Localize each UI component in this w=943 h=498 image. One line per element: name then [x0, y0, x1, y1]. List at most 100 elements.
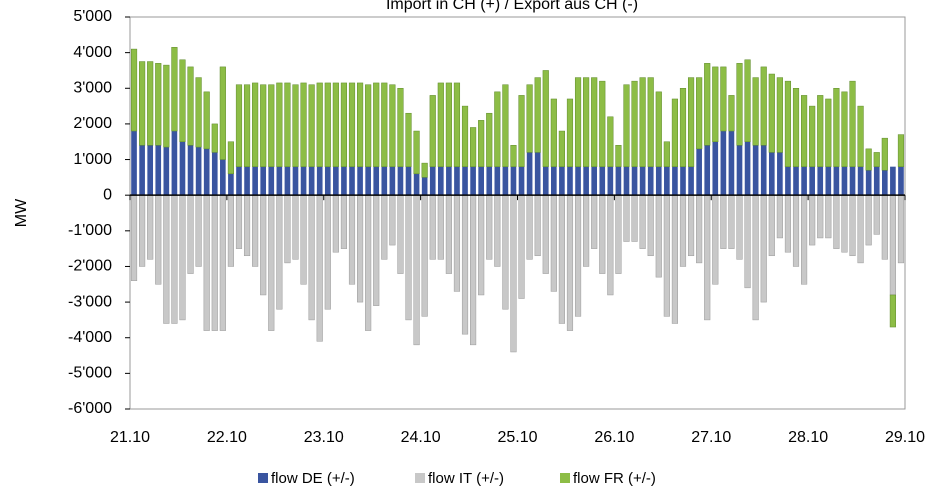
bar-segment	[680, 166, 686, 196]
bar-segment	[228, 173, 234, 196]
bar-segment	[211, 152, 218, 196]
bar-segment	[437, 166, 444, 196]
bar-segment	[663, 141, 670, 167]
bar-segment	[889, 194, 896, 296]
y-tick-label: -6'000	[68, 400, 112, 417]
bar-segment	[187, 66, 194, 146]
x-tick-label: 23.10	[304, 429, 344, 446]
bar-segment	[147, 194, 154, 260]
bar-segment	[591, 166, 598, 196]
bar-segment	[130, 48, 138, 132]
bar-segment	[865, 170, 872, 196]
bar-segment	[260, 166, 267, 196]
bar-segment	[801, 95, 808, 167]
bar-segment	[276, 166, 283, 196]
bar-segment	[502, 166, 509, 196]
bar-segment	[486, 166, 493, 196]
bar-segment	[244, 166, 250, 196]
y-tick-label: -4'000	[68, 329, 112, 346]
bar-segment	[696, 194, 703, 264]
bar-segment	[510, 166, 517, 196]
x-tick-label: 26.10	[594, 429, 634, 446]
bar-segment	[316, 194, 323, 342]
bar-segment	[558, 130, 565, 167]
bar-segment	[776, 194, 783, 239]
bar-segment	[857, 194, 864, 264]
bar-segment	[292, 166, 299, 196]
bar-segment	[599, 80, 606, 167]
bar-segment	[873, 166, 880, 196]
bar-segment	[470, 127, 477, 167]
bar-segment	[276, 82, 283, 167]
bar-segment	[784, 80, 792, 167]
bar-segment	[809, 105, 816, 167]
bar-segment	[647, 194, 654, 257]
bar-segment	[687, 194, 695, 257]
y-tick-label: 2'000	[73, 115, 112, 132]
bar-segment	[655, 166, 662, 196]
bar-segment	[397, 194, 404, 274]
bar-segment	[179, 141, 186, 196]
bar-segment	[768, 152, 775, 196]
bar-segment	[437, 194, 444, 260]
bar-segment	[663, 194, 670, 317]
bar-segment	[195, 77, 202, 148]
y-tick-label: -2'000	[68, 258, 112, 275]
bar-segment	[373, 194, 380, 306]
bar-segment	[623, 166, 630, 196]
bar-segment	[397, 166, 404, 196]
bar-segment	[542, 70, 549, 167]
bar-segment	[857, 105, 864, 167]
bar-segment	[672, 166, 678, 196]
bar-segment	[187, 145, 194, 196]
bar-segment	[316, 82, 323, 167]
bar-segment	[227, 141, 234, 175]
chart-title: Import in CH (+) / Export aus CH (-)	[386, 0, 638, 13]
bar-segment	[728, 194, 735, 249]
bar-segment	[792, 88, 800, 167]
bar-segment	[833, 166, 840, 196]
bar-segment	[712, 194, 719, 285]
bar-segment	[566, 194, 574, 331]
bar-segment	[785, 166, 791, 196]
bar-segment	[857, 166, 864, 196]
bar-segment	[752, 145, 759, 196]
bar-segment	[752, 77, 759, 146]
bar-segment	[760, 194, 767, 303]
bar-segment	[365, 84, 372, 167]
bar-segment	[171, 194, 178, 324]
bar-segment	[865, 148, 872, 171]
legend-label: flow IT (+/-)	[428, 470, 504, 487]
y-tick-label: 3'000	[73, 79, 112, 96]
bar-segment	[526, 194, 533, 260]
bar-segment	[542, 194, 549, 274]
bar-segment	[187, 194, 194, 274]
y-tick-label: 5'000	[73, 8, 112, 25]
bar-segment	[655, 91, 662, 167]
bar-segment	[284, 166, 291, 196]
bar-segment	[155, 194, 162, 285]
bar-segment	[776, 77, 783, 153]
bar-segment	[324, 82, 331, 167]
legend-swatch	[258, 473, 268, 483]
bar-segment	[881, 170, 888, 196]
bar-segment	[623, 84, 630, 167]
bar-segment	[429, 194, 436, 260]
bar-segment	[671, 98, 678, 167]
bar-segment	[373, 82, 380, 167]
plot-area	[129, 16, 906, 410]
bar-segment	[575, 166, 581, 196]
bar-segment	[147, 61, 154, 146]
bar-segment	[446, 166, 452, 196]
bar-segment	[461, 194, 469, 335]
bar-segment	[752, 194, 759, 321]
bar-segment	[494, 91, 501, 167]
bar-segment	[704, 145, 711, 196]
bar-segment	[389, 194, 396, 246]
bar-segment	[607, 166, 614, 196]
bar-segment	[381, 82, 388, 167]
bar-segment	[284, 194, 291, 264]
bar-segment	[219, 194, 226, 331]
bar-segment	[728, 131, 735, 196]
bar-segment	[381, 166, 388, 196]
